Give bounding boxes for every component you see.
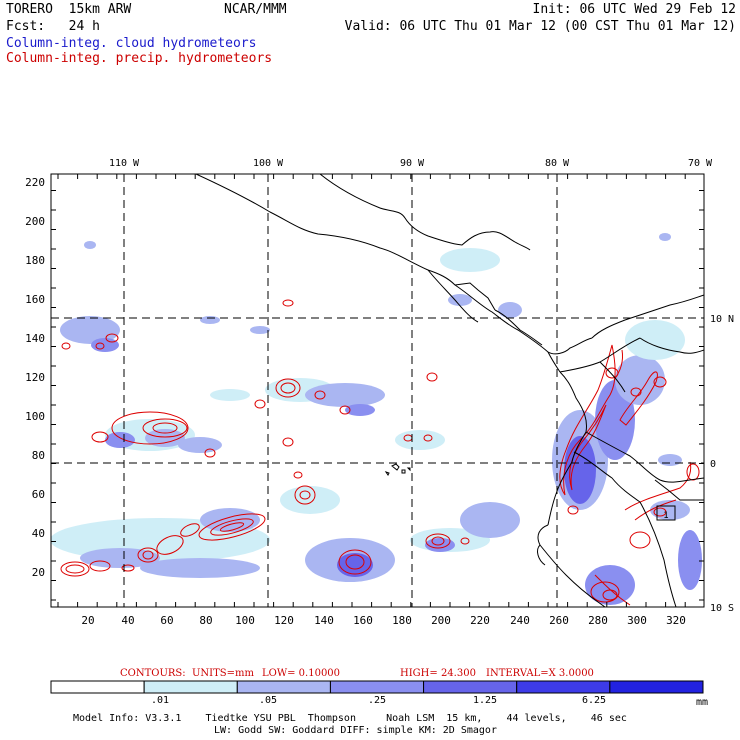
graticule	[51, 174, 704, 607]
model-title: TORERO 15km ARW	[6, 2, 132, 17]
model-info-line2: LW: Godd SW: Goddard DIFF: simple KM: 2D…	[214, 725, 497, 736]
colorbar-label: 6.25	[582, 695, 606, 706]
y-tick-label: 140	[25, 332, 45, 345]
colorbar-swatch	[329, 680, 425, 694]
y-tick-label: 160	[25, 293, 45, 306]
station-box-label: 1	[663, 511, 668, 521]
colorbar-swatch	[236, 680, 331, 694]
cloud-shading	[51, 233, 702, 605]
field-cloud-label: Column-integ. cloud hydrometeors	[6, 36, 257, 51]
contour-info-high: HIGH= 24.300	[400, 668, 476, 679]
y-tick-label: 20	[32, 566, 45, 579]
colorbar-label: 1.25	[473, 695, 497, 706]
lon-label-110w: 110 W	[109, 158, 140, 169]
contour-info-low: LOW= 0.10000	[262, 668, 340, 679]
x-tick-label: 160	[353, 614, 373, 627]
y-tick-label: 80	[32, 449, 45, 462]
y-tick-label: 200	[25, 215, 45, 228]
y-tick-label: 40	[32, 527, 45, 540]
lat-label-10s: 10 S	[710, 603, 734, 614]
colorbar: .01 .05 .25 1.25 6.25 mm	[50, 680, 708, 708]
colorbar-swatch	[143, 680, 238, 694]
map-frame	[50, 173, 705, 608]
lat-label-10n: 10 N	[710, 314, 734, 325]
x-tick-label: 220	[470, 614, 490, 627]
lon-label-70w: 70 W	[688, 158, 713, 169]
x-tick-label: 40	[121, 614, 134, 627]
colorbar-swatches	[50, 680, 704, 694]
y-tick-label: 60	[32, 488, 45, 501]
x-tick-labels: 20 40 60 80 100 120 140 160 180 200 220 …	[81, 614, 686, 627]
valid-time: Valid: 06 UTC Thu 01 Mar 12 (00 CST Thu …	[344, 19, 736, 34]
contour-info: CONTOURS: UNITS=mm LOW= 0.10000 HIGH= 24…	[120, 668, 594, 679]
colorbar-label: .01	[151, 695, 169, 706]
x-tick-label: 20	[81, 614, 94, 627]
x-tick-label: 280	[588, 614, 608, 627]
map-field	[51, 174, 704, 607]
x-tick-label: 80	[199, 614, 212, 627]
precip-contours	[60, 299, 700, 606]
coastlines	[195, 174, 704, 607]
x-tick-label: 300	[627, 614, 647, 627]
colorbar-label: .25	[368, 695, 386, 706]
x-tick-label: 260	[549, 614, 569, 627]
y-tick-label: 100	[25, 410, 45, 423]
colorbar-swatch	[423, 680, 518, 694]
tick-marks	[51, 174, 704, 607]
colorbar-unit: mm	[696, 697, 708, 708]
contour-info-interval: INTERVAL=X 3.0000	[486, 668, 594, 679]
colorbar-swatch	[609, 680, 704, 694]
x-tick-label: 320	[666, 614, 686, 627]
init-time: Init: 06 UTC Wed 29 Feb 12	[532, 2, 737, 17]
lon-label-80w: 80 W	[545, 158, 570, 169]
y-tick-label: 180	[25, 254, 45, 267]
x-tick-label: 180	[392, 614, 412, 627]
model-info-line1: Model Info: V3.3.1 Tiedtke YSU PBL Thomp…	[73, 713, 627, 724]
x-tick-label: 60	[160, 614, 173, 627]
lon-label-100w: 100 W	[253, 158, 284, 169]
center-name: NCAR/MMM	[224, 2, 287, 17]
lat-label-0: 0	[710, 459, 716, 470]
colorbar-swatch	[50, 680, 145, 694]
lon-labels: 110 W 100 W 90 W 80 W 70 W	[109, 158, 713, 169]
x-tick-label: 200	[431, 614, 451, 627]
y-tick-label: 220	[25, 176, 45, 189]
y-tick-labels: 20 40 60 80 100 120 140 160 180 200 220	[25, 176, 45, 579]
x-tick-label: 100	[235, 614, 255, 627]
lon-label-90w: 90 W	[400, 158, 425, 169]
field-precip-label: Column-integ. precip. hydrometeors	[6, 51, 273, 66]
lat-labels: 10 N 0 10 S	[710, 314, 734, 614]
contour-info-contours: CONTOURS:	[120, 668, 186, 679]
colorbar-swatch	[516, 680, 611, 694]
contour-info-units: UNITS=mm	[192, 668, 255, 679]
forecast-hour: Fcst: 24 h	[6, 19, 100, 34]
y-tick-label: 120	[25, 371, 45, 384]
x-tick-label: 240	[510, 614, 530, 627]
x-tick-label: 140	[314, 614, 334, 627]
colorbar-label: .05	[259, 695, 277, 706]
x-tick-label: 120	[274, 614, 294, 627]
